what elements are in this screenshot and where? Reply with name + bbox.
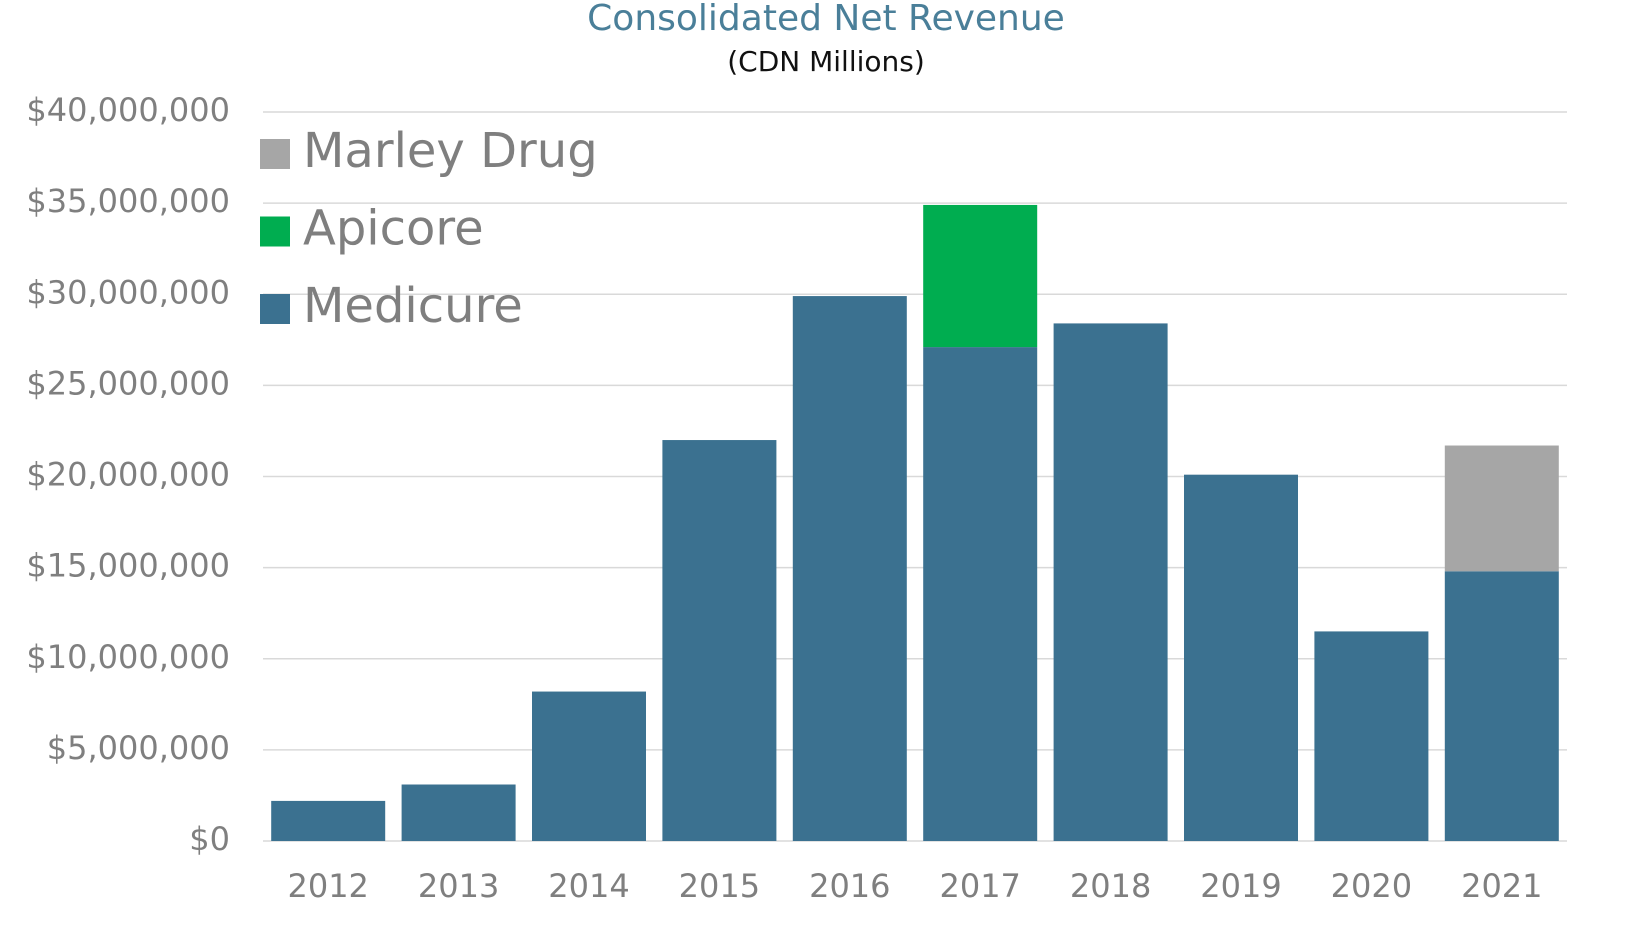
chart-subtitle: (CDN Millions) bbox=[727, 45, 925, 78]
x-tick-label: 2012 bbox=[287, 867, 368, 905]
bar-segment bbox=[1184, 474, 1298, 841]
x-tick-label: 2017 bbox=[939, 867, 1020, 905]
x-tick-label: 2013 bbox=[418, 867, 499, 905]
bar-segment bbox=[1314, 631, 1429, 841]
bar-segment bbox=[792, 296, 907, 841]
x-tick-label: 2015 bbox=[679, 867, 760, 905]
bar-segment bbox=[401, 784, 516, 841]
y-tick-label: $15,000,000 bbox=[26, 547, 230, 585]
legend-swatch bbox=[260, 294, 290, 324]
bar-segment bbox=[271, 800, 386, 841]
bar-segment bbox=[1053, 323, 1168, 841]
x-tick-label: 2020 bbox=[1331, 867, 1412, 905]
legend-swatch bbox=[260, 139, 290, 169]
y-tick-label: $20,000,000 bbox=[26, 456, 230, 494]
y-tick-label: $5,000,000 bbox=[47, 729, 230, 767]
legend-swatch bbox=[260, 216, 290, 247]
legend-label: Medicure bbox=[303, 278, 523, 334]
bar-segment bbox=[923, 347, 1038, 841]
y-tick-label: $10,000,000 bbox=[26, 638, 230, 676]
legend-label: Marley Drug bbox=[303, 123, 598, 179]
x-tick-label: 2014 bbox=[548, 867, 629, 905]
x-tick-label: 2018 bbox=[1070, 867, 1151, 905]
x-tick-label: 2016 bbox=[809, 867, 890, 905]
legend-label: Apicore bbox=[303, 201, 484, 257]
bar-segment bbox=[1444, 571, 1559, 841]
y-tick-label: $35,000,000 bbox=[26, 182, 230, 220]
x-tick-label: 2019 bbox=[1200, 867, 1281, 905]
x-tick-label: 2021 bbox=[1461, 867, 1542, 905]
bar-segment bbox=[1444, 445, 1559, 572]
bar-segment bbox=[923, 204, 1038, 348]
y-tick-label: $30,000,000 bbox=[26, 273, 230, 311]
bar-segment bbox=[662, 440, 777, 841]
chart-title: Consolidated Net Revenue bbox=[587, 0, 1065, 39]
y-tick-label: $0 bbox=[189, 820, 230, 858]
y-tick-label: $40,000,000 bbox=[26, 91, 230, 129]
bar-segment bbox=[532, 691, 646, 841]
y-tick-label: $25,000,000 bbox=[26, 364, 230, 402]
